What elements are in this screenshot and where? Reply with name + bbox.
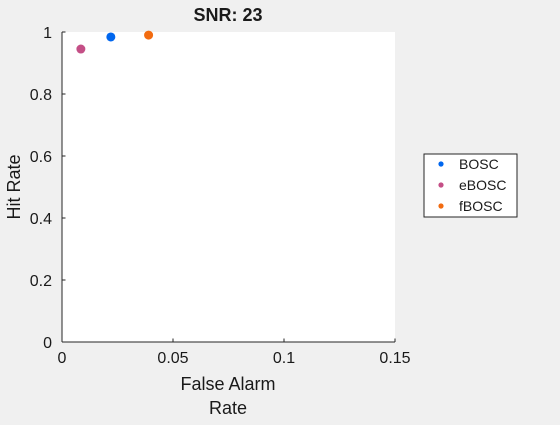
x-tick-label: 0.15 — [379, 350, 410, 367]
x-tick-label: 0 — [58, 350, 67, 367]
legend-marker-bosc — [438, 161, 443, 166]
legend-label-ebosc: eBOSC — [459, 177, 506, 193]
y-tick-label: 0.2 — [30, 273, 52, 290]
x-axis-label-line-1: False Alarm — [180, 374, 275, 394]
data-point-fbosc — [144, 31, 153, 40]
y-tick-label: 1 — [43, 25, 52, 42]
y-tick-label: 0 — [43, 335, 52, 352]
x-tick-label: 0.1 — [273, 350, 295, 367]
data-point-bosc — [106, 32, 115, 41]
data-point-ebosc — [76, 45, 85, 54]
legend: BOSC eBOSC fBOSC — [424, 154, 517, 217]
y-axis-label: Hit Rate — [4, 154, 24, 219]
legend-label-bosc: BOSC — [459, 156, 499, 172]
legend-marker-ebosc — [438, 182, 443, 187]
legend-label-fbosc: fBOSC — [459, 198, 503, 214]
y-tick-label: 0.6 — [30, 149, 52, 166]
x-tick-label: 0.05 — [157, 350, 188, 367]
y-tick-label: 0.8 — [30, 87, 52, 104]
plot-area — [62, 32, 395, 342]
y-tick-label: 0.4 — [30, 211, 52, 228]
legend-marker-fbosc — [438, 203, 443, 208]
chart-title: SNR: 23 — [193, 5, 262, 25]
x-axis-label-line-2: Rate — [209, 398, 247, 418]
